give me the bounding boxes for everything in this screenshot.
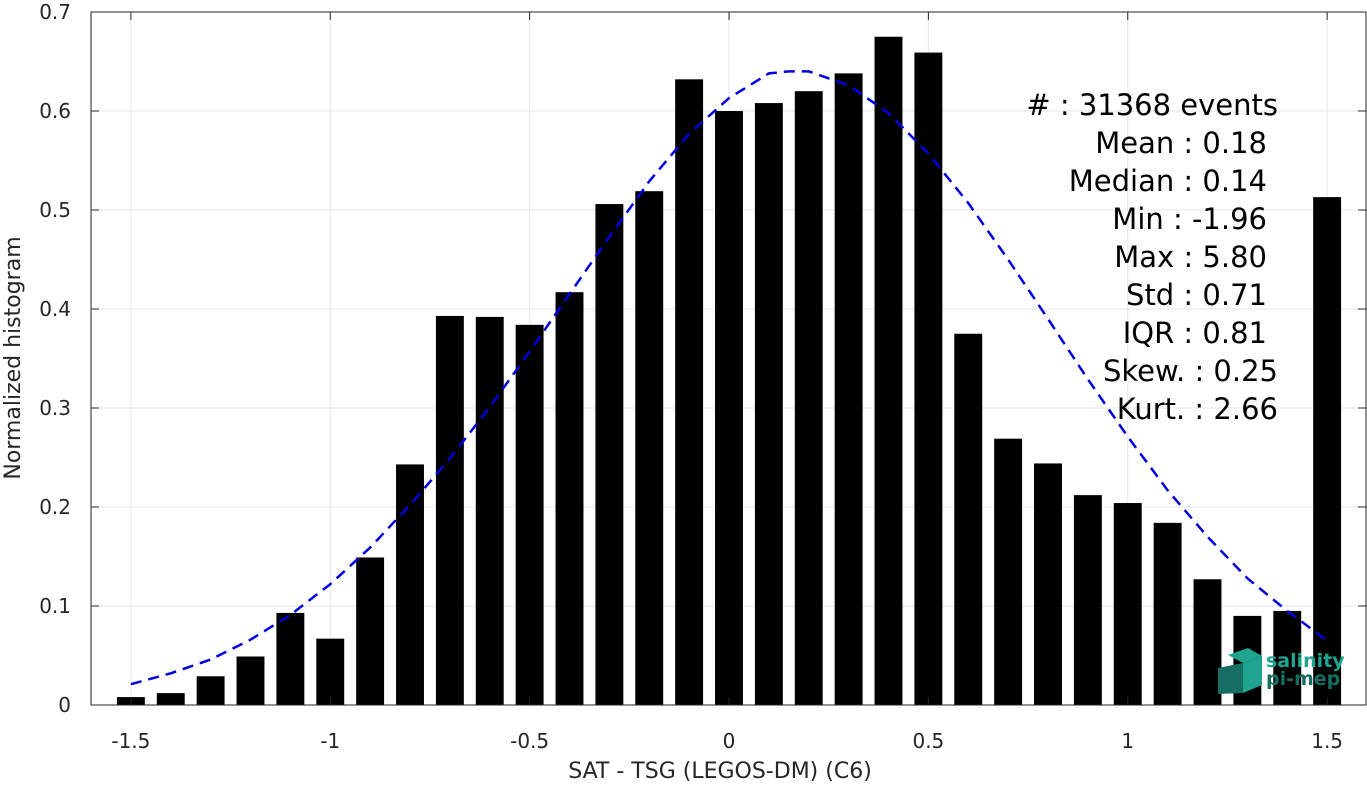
histogram-bar bbox=[874, 36, 903, 705]
normal-fit-curve bbox=[130, 70, 1328, 686]
histogram-bar bbox=[1113, 503, 1142, 705]
y-tick-label: 0.1 bbox=[39, 594, 71, 618]
histogram-bar bbox=[475, 316, 504, 705]
y-tick-label: 0.5 bbox=[39, 198, 71, 222]
histogram-bar bbox=[675, 79, 704, 705]
stats-line: Std : 0.71 bbox=[1126, 278, 1267, 312]
x-tick-label: 1 bbox=[1121, 729, 1134, 753]
histogram-bar bbox=[754, 103, 783, 705]
statistics-annotation: # : 31368 events Mean : 0.18 Median : 0.14… bbox=[1026, 88, 1278, 426]
histogram-bar bbox=[515, 324, 544, 705]
axes bbox=[90, 11, 1367, 706]
x-tick-label: 0 bbox=[723, 729, 736, 753]
y-tick-label: 0.4 bbox=[39, 297, 71, 321]
histogram-bar bbox=[834, 73, 863, 705]
histogram-bar bbox=[236, 656, 265, 705]
x-tick-label: 0.5 bbox=[912, 729, 944, 753]
histogram-bar bbox=[595, 204, 624, 705]
histogram-bar bbox=[794, 91, 823, 705]
histogram-bar bbox=[715, 111, 743, 705]
y-tick-label: 0 bbox=[58, 693, 71, 717]
y-tick-label: 0.7 bbox=[39, 0, 71, 24]
histogram-bar bbox=[396, 464, 424, 705]
logo-text-line2: pi-mep bbox=[1266, 668, 1340, 690]
stats-line: # : 31368 events bbox=[1026, 88, 1278, 122]
histogram-bar bbox=[954, 333, 983, 705]
tick-labels: -1.5 -1 -0.5 0 0.5 1 1.5 0 0.1 0.2 0.3 0.4 0.5 0.6 0.7 bbox=[39, 0, 1343, 753]
x-tick-label: -0.5 bbox=[510, 729, 549, 753]
histogram-bars bbox=[116, 36, 1342, 705]
logo-cube-icon bbox=[1218, 648, 1262, 694]
histogram-bar bbox=[356, 557, 385, 705]
histogram-bar bbox=[914, 52, 943, 705]
histogram-bar bbox=[1193, 579, 1222, 705]
histogram-bar bbox=[316, 638, 345, 705]
histogram-bar bbox=[1153, 522, 1182, 705]
stats-line: IQR : 0.81 bbox=[1123, 316, 1267, 350]
histogram-bar bbox=[1034, 463, 1062, 705]
x-axis-label: SAT - TSG (LEGOS-DM) (C6) bbox=[568, 759, 872, 784]
stats-line: Kurt. : 2.66 bbox=[1117, 392, 1278, 426]
histogram-bar bbox=[994, 438, 1023, 705]
salinity-pimep-logo: salinity pi-mep bbox=[1218, 648, 1345, 694]
histogram-bar bbox=[156, 693, 185, 705]
x-tick-label: -1.5 bbox=[111, 729, 150, 753]
y-tick-label: 0.2 bbox=[39, 495, 71, 519]
histogram-bar bbox=[1273, 610, 1302, 705]
x-tick-label: 1.5 bbox=[1311, 729, 1343, 753]
histogram-bar bbox=[1073, 495, 1102, 705]
histogram-bar bbox=[276, 612, 305, 705]
y-tick-label: 0.6 bbox=[39, 99, 71, 123]
stats-line: Skew. : 0.25 bbox=[1103, 354, 1278, 388]
histogram-bar bbox=[196, 676, 225, 705]
histogram-bar bbox=[635, 191, 664, 705]
y-axis-label: Normalized histogram bbox=[1, 236, 26, 479]
stats-line: Median : 0.14 bbox=[1069, 164, 1267, 198]
fit-curve-line bbox=[130, 70, 1328, 686]
histogram-bar bbox=[435, 315, 464, 705]
stats-line: Min : -1.96 bbox=[1112, 202, 1267, 236]
stats-line: Mean : 0.18 bbox=[1095, 126, 1267, 160]
histogram-bar bbox=[555, 292, 584, 705]
logo-text-line1: salinity bbox=[1266, 650, 1345, 672]
stats-line: Max : 5.80 bbox=[1114, 240, 1267, 274]
y-tick-label: 0.3 bbox=[39, 396, 71, 420]
histogram-bar bbox=[1313, 197, 1342, 705]
x-tick-label: -1 bbox=[320, 729, 340, 753]
